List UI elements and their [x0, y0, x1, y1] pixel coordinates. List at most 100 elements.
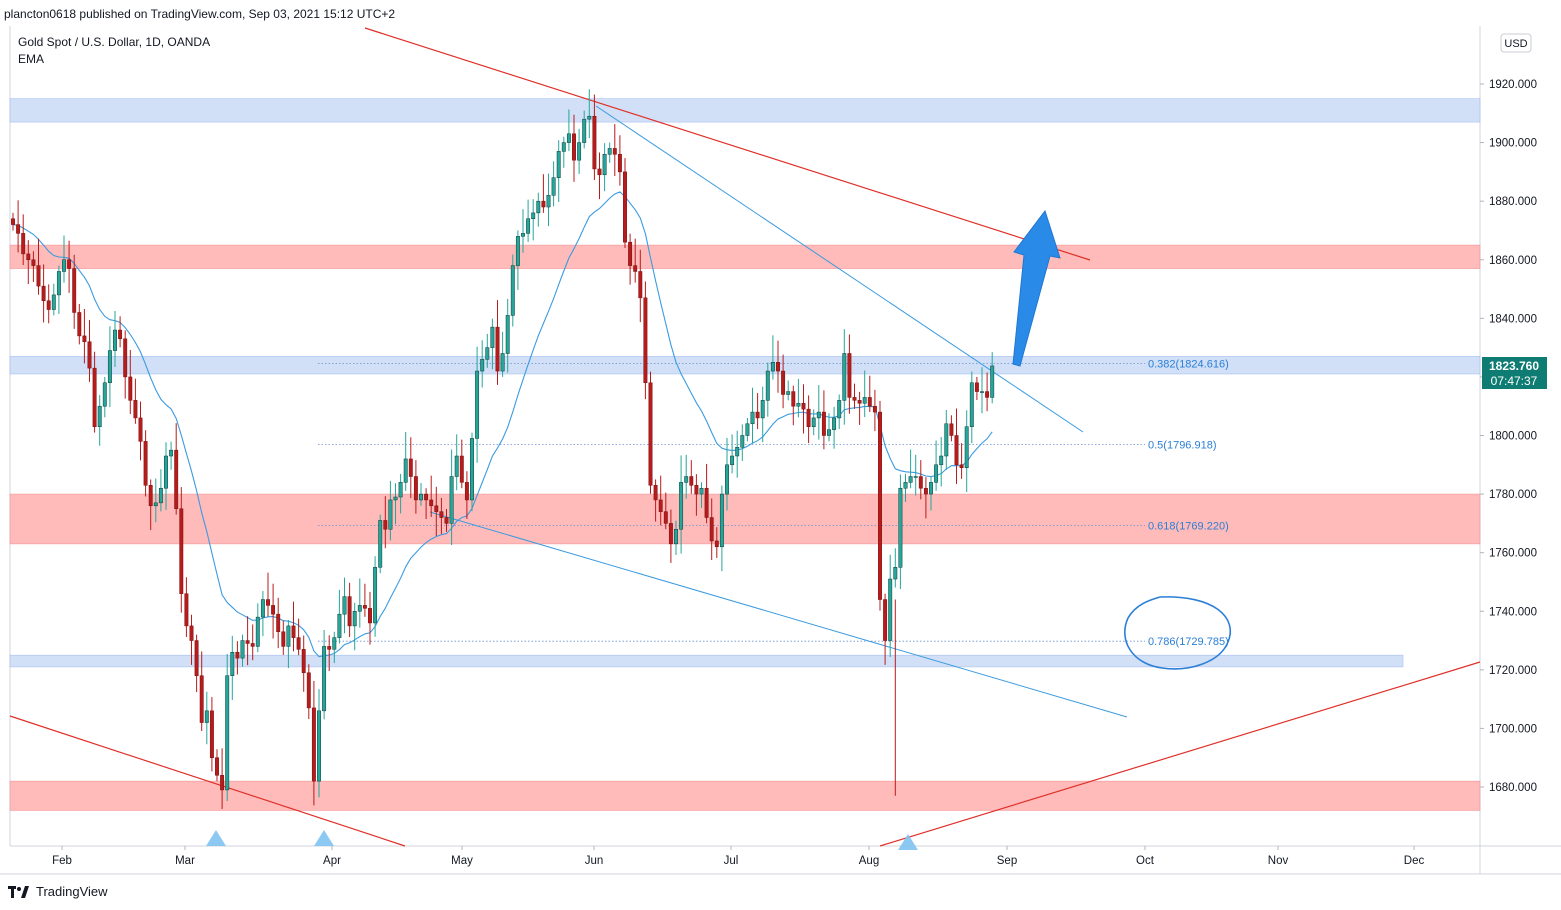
candle-up [561, 142, 566, 152]
candle-up [842, 353, 847, 401]
candle-up [526, 218, 531, 234]
candle-down [128, 376, 133, 401]
candle-down [408, 458, 413, 477]
brand-name: TradingView [36, 884, 108, 899]
candle-up [990, 365, 995, 398]
candle-up [903, 482, 908, 489]
price-tick-label: 1780.000 [1489, 489, 1537, 501]
candle-up [898, 487, 903, 568]
candle-down [663, 511, 668, 524]
time-tick-label: Jul [724, 855, 739, 867]
bar-countdown: 07:47:37 [1491, 374, 1538, 388]
candle-down [597, 168, 602, 176]
candle-down [434, 505, 439, 512]
candle-down [857, 400, 862, 404]
candle-up [546, 195, 551, 208]
candle-up [674, 528, 678, 545]
price-tick-label: 1740.000 [1489, 606, 1537, 618]
candle-up [470, 438, 474, 501]
candle-down [541, 200, 546, 208]
candle-up [531, 212, 536, 219]
candle-up [811, 417, 816, 427]
candle-down [424, 493, 429, 501]
candle-down [327, 646, 332, 650]
candle-up [388, 499, 393, 530]
candle-down [572, 133, 576, 161]
price-tick-label: 1720.000 [1489, 665, 1537, 677]
candle-down [847, 353, 852, 398]
price-tick-label: 1760.000 [1489, 548, 1537, 560]
candle-down [444, 517, 449, 524]
candle-down [821, 411, 826, 436]
candle-down [235, 652, 240, 659]
candle-up [745, 423, 750, 436]
candle-up [699, 487, 704, 495]
candle-up [908, 476, 913, 483]
zone-blue [9, 356, 1481, 375]
candle-up [939, 455, 944, 466]
candle-up [373, 567, 378, 624]
price-tick-label: 1860.000 [1489, 255, 1537, 267]
candle-down [429, 499, 434, 507]
time-tick-label: Sep [997, 855, 1017, 867]
candle-down [184, 593, 189, 627]
candle-down [694, 485, 699, 495]
candle-up [735, 446, 740, 457]
candle-down [92, 367, 97, 427]
candle-up [352, 611, 357, 627]
candle-down [791, 391, 796, 407]
candle-down [643, 297, 648, 384]
lower-red-trendline [9, 715, 406, 847]
event-marker-icon [206, 830, 226, 846]
candle-up [969, 382, 974, 427]
event-marker-icon [314, 830, 334, 846]
candle-down [276, 613, 281, 633]
candle-down [11, 218, 15, 225]
candle-up [204, 710, 209, 723]
candle-up [893, 567, 898, 580]
candle-up [536, 200, 541, 214]
candle-up [607, 148, 612, 155]
candle-up [332, 637, 337, 650]
candle-up [770, 362, 775, 372]
candle-down [648, 382, 653, 486]
candle-up [827, 429, 831, 436]
tradingview-brand[interactable]: TradingView [8, 884, 108, 899]
rising-red-trendline [879, 661, 1481, 847]
candle-up [240, 640, 245, 659]
candle-down [776, 362, 780, 372]
candle-up [862, 397, 867, 404]
candle-up [230, 652, 235, 676]
candle-down [495, 326, 500, 372]
circle-annotation [1124, 596, 1231, 670]
candle-up [475, 370, 480, 439]
candle-up [510, 265, 515, 316]
candle-up [684, 476, 689, 483]
currency-badge[interactable] [1500, 33, 1532, 53]
candle-down [628, 241, 633, 266]
fib-label: 0.382(1824.616) [1148, 358, 1229, 370]
candle-up [587, 115, 592, 120]
candle-down [459, 455, 464, 483]
candle-down [31, 259, 36, 266]
lower-blue-trendline [429, 511, 1128, 718]
fib-label: 0.5(1796.918) [1148, 440, 1217, 452]
candle-down [612, 148, 617, 155]
candle-up [934, 464, 939, 483]
candle-up [913, 476, 918, 478]
candle-down [250, 643, 255, 647]
current-price-badge [1482, 357, 1547, 389]
candle-down [220, 775, 225, 791]
candle-down [306, 672, 311, 709]
zone-red [9, 493, 1481, 545]
candle-up [169, 449, 174, 457]
candles [11, 89, 995, 809]
candle-up [113, 329, 117, 351]
publish-header: plancton0618 published on TradingView.co… [0, 0, 1561, 26]
candle-down [347, 596, 352, 627]
fib-label: 0.618(1769.220) [1148, 521, 1229, 533]
trend-lines [9, 27, 1481, 847]
candle-down [464, 482, 469, 501]
candle-up [164, 455, 168, 489]
